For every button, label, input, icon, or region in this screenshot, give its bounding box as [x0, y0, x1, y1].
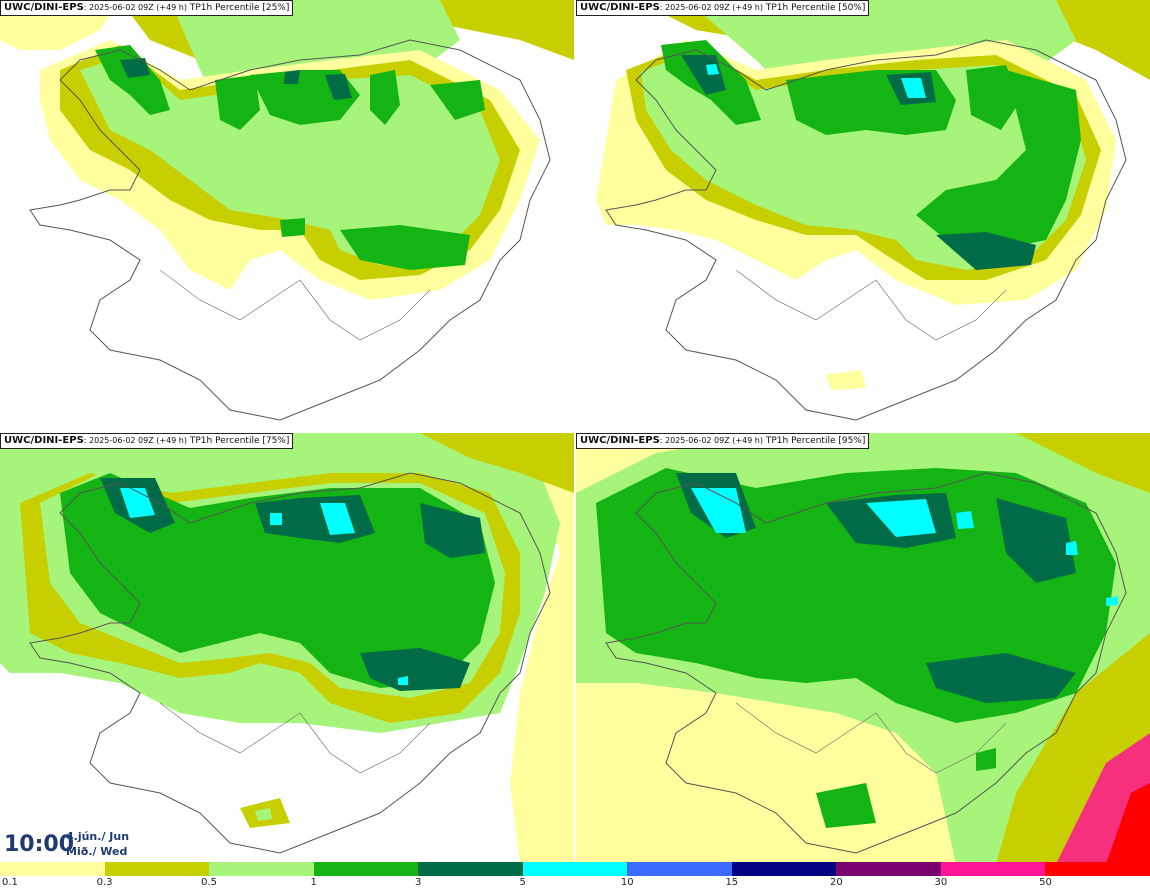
- panel-divider-horizontal: [0, 431, 1150, 433]
- model-source: UWC/DINI-EPS: [580, 2, 660, 13]
- panel-header: UWC/DINI-EPS: 2025-06-02 09Z (+49 h) TP1…: [0, 433, 294, 449]
- legend-label: 3: [414, 877, 422, 888]
- legend-swatch: [313, 862, 420, 876]
- precip-map-p25: [0, 0, 574, 421]
- legend-swatch: [836, 862, 942, 876]
- legend-label: 1: [310, 877, 317, 888]
- legend-swatch: [209, 862, 315, 876]
- map-panel-p50: UWC/DINI-EPS: 2025-06-02 09Z (+49 h) TP1…: [576, 0, 1150, 431]
- color-legend: 0.1 0.3 0.5 1 3 5 10 15 20 30 50: [0, 862, 1150, 891]
- valid-time: 10:00: [4, 832, 75, 857]
- product-title: TP1h Percentile [95%]: [765, 436, 866, 446]
- legend-label: 0.5: [201, 877, 218, 888]
- legend-swatch: [940, 862, 1047, 876]
- run-time: : 2025-06-02 09Z (+49 h): [83, 436, 187, 445]
- legend-label: 15: [725, 877, 739, 888]
- legend-swatch: [522, 862, 629, 876]
- legend-label: 0.1: [2, 877, 18, 888]
- legend-label: 50: [1039, 877, 1052, 888]
- precip-map-p95: [576, 433, 1150, 864]
- panel-header: UWC/DINI-EPS: 2025-06-02 09Z (+49 h) TP1…: [576, 433, 870, 449]
- valid-date: 4.jún./ Jun: [66, 830, 130, 843]
- legend-swatch: [731, 862, 838, 876]
- legend-label: 5: [519, 877, 526, 888]
- product-title: TP1h Percentile [75%]: [189, 436, 290, 446]
- legend-label: 0.3: [96, 877, 113, 888]
- legend-swatch: [104, 862, 211, 876]
- legend-swatch: [627, 862, 733, 876]
- panel-header: UWC/DINI-EPS: 2025-06-02 09Z (+49 h) TP1…: [576, 0, 870, 16]
- valid-weekday: Mið./ Wed: [66, 845, 128, 858]
- model-source: UWC/DINI-EPS: [4, 2, 84, 13]
- legend-swatch: [0, 862, 106, 876]
- model-source: UWC/DINI-EPS: [580, 435, 660, 446]
- run-time: : 2025-06-02 09Z (+49 h): [83, 3, 187, 12]
- run-time: : 2025-06-02 09Z (+49 h): [659, 3, 763, 12]
- precip-map-p50: [596, 0, 1150, 421]
- run-time: : 2025-06-02 09Z (+49 h): [659, 436, 763, 445]
- legend-label: 20: [829, 877, 843, 888]
- product-title: TP1h Percentile [25%]: [189, 3, 290, 13]
- map-panel-p75: UWC/DINI-EPS: 2025-06-02 09Z (+49 h) TP1…: [0, 433, 574, 864]
- legend-label: 10: [620, 877, 634, 888]
- legend-swatch: [1045, 862, 1150, 876]
- map-panel-p25: UWC/DINI-EPS: 2025-06-02 09Z (+49 h) TP1…: [0, 0, 574, 431]
- precip-map-p75: [0, 433, 574, 864]
- valid-time-box: 10:00 4.jún./ Jun Mið./ Wed: [0, 826, 130, 862]
- legend-swatch: [418, 862, 524, 876]
- model-source: UWC/DINI-EPS: [4, 435, 84, 446]
- legend-label: 30: [934, 877, 948, 888]
- panel-header: UWC/DINI-EPS: 2025-06-02 09Z (+49 h) TP1…: [0, 0, 294, 16]
- map-panel-p95: UWC/DINI-EPS: 2025-06-02 09Z (+49 h) TP1…: [576, 433, 1150, 864]
- product-title: TP1h Percentile [50%]: [765, 3, 866, 13]
